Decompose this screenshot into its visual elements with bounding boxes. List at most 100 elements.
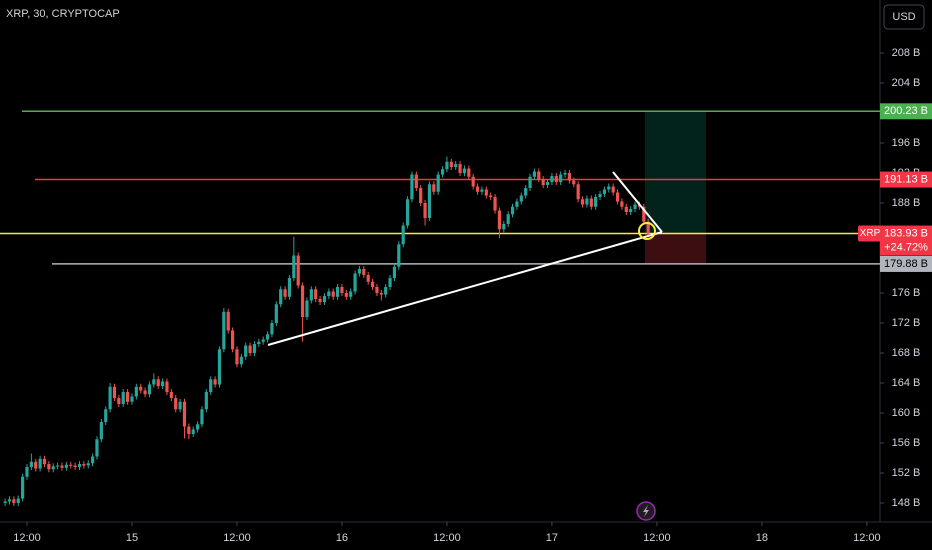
candle-body bbox=[475, 186, 480, 192]
candle-body bbox=[589, 198, 593, 207]
candle-body bbox=[91, 456, 95, 464]
candle-body bbox=[331, 291, 335, 297]
currency-label[interactable]: USD bbox=[892, 11, 915, 23]
candle-body bbox=[458, 164, 462, 174]
candle-body bbox=[42, 458, 47, 465]
candle-body bbox=[642, 206, 646, 222]
candle-body bbox=[187, 426, 191, 435]
candle-body bbox=[414, 174, 418, 189]
candle-body bbox=[21, 476, 25, 499]
candle-body bbox=[515, 201, 519, 207]
candle-body bbox=[436, 174, 440, 192]
candle-body bbox=[624, 206, 628, 213]
candle-body bbox=[239, 356, 243, 365]
candle-body bbox=[95, 439, 99, 457]
candle-body bbox=[143, 390, 147, 395]
candle-body bbox=[401, 225, 405, 245]
candle-body bbox=[427, 184, 432, 219]
y-tick-label: 176 B bbox=[892, 287, 921, 299]
y-tick-label: 168 B bbox=[892, 347, 921, 359]
trend-line bbox=[612, 171, 663, 233]
candle-body bbox=[580, 199, 585, 205]
currency-button[interactable] bbox=[883, 4, 925, 30]
x-tick-label: 12:00 bbox=[853, 532, 881, 544]
last-price-bg bbox=[880, 225, 932, 256]
candle-body bbox=[174, 398, 178, 410]
candle-body bbox=[594, 197, 598, 207]
y-tick-label: 208 B bbox=[892, 47, 921, 59]
candle-body bbox=[56, 465, 60, 467]
candle-body bbox=[82, 464, 86, 466]
candle-body bbox=[209, 379, 213, 393]
candle-body bbox=[12, 499, 16, 504]
candle-body bbox=[506, 214, 510, 225]
candle-body bbox=[419, 188, 423, 204]
level-label-bg bbox=[880, 255, 932, 272]
last-price-label: 183.93 B bbox=[884, 227, 928, 239]
candle-body bbox=[357, 269, 362, 274]
last-change-label: +24.72% bbox=[884, 241, 928, 253]
candle-body bbox=[7, 499, 12, 502]
candle-body bbox=[86, 463, 90, 466]
candle-body bbox=[213, 379, 217, 385]
lightning-icon[interactable] bbox=[636, 501, 656, 521]
candle-body bbox=[502, 224, 506, 230]
candle-body bbox=[47, 464, 51, 470]
candle-body bbox=[489, 195, 493, 198]
candle-body bbox=[73, 465, 77, 468]
candle-body bbox=[60, 465, 64, 468]
candle-body bbox=[484, 189, 488, 196]
candle-body bbox=[38, 458, 42, 469]
candle-body bbox=[134, 386, 138, 397]
candle-body bbox=[279, 289, 283, 305]
candle-body bbox=[440, 169, 445, 175]
candle-body bbox=[252, 344, 257, 354]
candle-body bbox=[287, 278, 292, 297]
candle-body bbox=[611, 186, 615, 193]
candle-body bbox=[471, 176, 475, 187]
candle-body bbox=[392, 266, 397, 279]
candle-body bbox=[379, 293, 383, 295]
candle-body bbox=[388, 278, 392, 288]
x-tick-label: 12:00 bbox=[13, 532, 41, 544]
candle-body bbox=[51, 466, 55, 470]
candle-body bbox=[230, 330, 235, 350]
candle-body bbox=[165, 381, 169, 393]
candle-body bbox=[541, 179, 545, 186]
candle-body bbox=[615, 192, 620, 202]
candle-body bbox=[545, 182, 550, 186]
candle-body bbox=[16, 498, 20, 504]
drawing-tools bbox=[267, 171, 663, 346]
candle-body bbox=[327, 291, 331, 297]
candle-body bbox=[34, 461, 38, 469]
candle-body bbox=[195, 424, 200, 430]
candle-body bbox=[602, 189, 607, 195]
candle-body bbox=[335, 287, 340, 297]
candle-body bbox=[217, 349, 222, 385]
candle-body bbox=[480, 189, 484, 192]
candle-body bbox=[344, 293, 348, 297]
x-tick-label: 15 bbox=[126, 532, 138, 544]
y-tick-label: 196 B bbox=[892, 137, 921, 149]
candle-body bbox=[449, 161, 453, 168]
candle-body bbox=[147, 384, 152, 395]
candle-body bbox=[300, 285, 305, 318]
profit-zone bbox=[645, 111, 706, 234]
candle-body bbox=[64, 464, 68, 468]
chart-title: XRP, 30, CRYPTOCAP bbox=[6, 8, 120, 20]
y-tick-label: 156 B bbox=[892, 437, 921, 449]
candle-body bbox=[309, 289, 313, 301]
candle-body bbox=[156, 379, 160, 387]
candle-body bbox=[572, 180, 576, 185]
candle-body bbox=[104, 409, 108, 423]
candle-body bbox=[305, 300, 309, 318]
candle-body bbox=[204, 392, 208, 410]
candle-body bbox=[283, 289, 287, 297]
candle-body bbox=[524, 188, 528, 196]
candle-body bbox=[554, 176, 558, 183]
candle-body bbox=[397, 244, 401, 267]
candle-body bbox=[139, 386, 143, 391]
y-tick-label: 172 B bbox=[892, 317, 921, 329]
y-tick-label: 188 B bbox=[892, 197, 921, 209]
